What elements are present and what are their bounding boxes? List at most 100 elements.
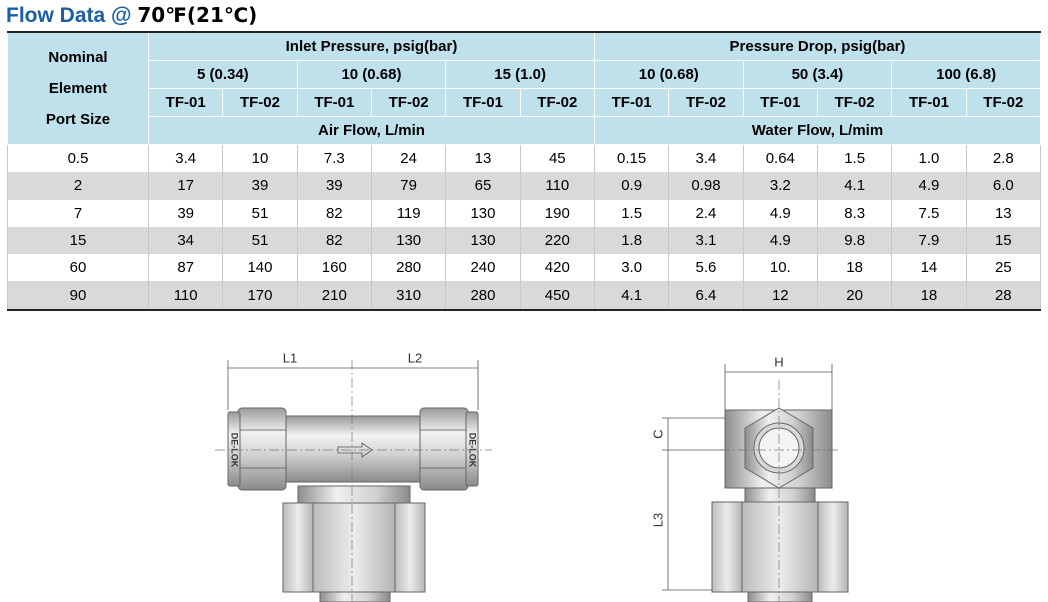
- flow-cell: 4.9: [891, 172, 967, 200]
- tee-body: [284, 415, 423, 483]
- pressure-header: 100 (6.8): [891, 60, 1041, 89]
- flow-cell: 3.4: [668, 144, 744, 173]
- hex-face: [817, 501, 849, 593]
- model-header: TF-02: [668, 88, 744, 117]
- pressure-header: 10 (0.68): [593, 60, 744, 89]
- data-row: 90 110 170 210 310 280 450 4.1 6.4 12 20 18 28: [7, 281, 1042, 311]
- flow-cell: 9.8: [816, 226, 893, 255]
- flow-cell: 34: [147, 226, 224, 255]
- flow-cell: 20: [816, 281, 893, 311]
- flow-cell: 140: [222, 254, 298, 282]
- flow-cell: 130: [370, 226, 447, 255]
- flow-cell: 310: [370, 281, 447, 311]
- flow-cell: 15: [965, 226, 1042, 255]
- pressure-header: 5 (0.34): [148, 60, 298, 89]
- dim-label: C: [650, 429, 665, 438]
- model-header: TF-02: [965, 88, 1042, 117]
- model-header: TF-02: [370, 88, 447, 117]
- flow-cell: 170: [222, 281, 298, 311]
- flow-cell: 220: [519, 226, 595, 255]
- flow-cell: 24: [370, 144, 447, 173]
- flow-cell: 110: [519, 172, 595, 200]
- flow-cell: 2.4: [668, 199, 744, 227]
- flow-cell: 4.1: [593, 281, 670, 311]
- front-view: L1 L2 DE-LOK DE-LOK: [215, 350, 492, 602]
- flow-cell: 14: [891, 254, 967, 282]
- hex-face: [394, 502, 426, 593]
- hex-face: [741, 501, 819, 593]
- flow-cell: 4.9: [742, 226, 818, 255]
- flow-cell: 28: [965, 281, 1042, 311]
- flow-cell: 65: [445, 172, 521, 200]
- flow-cell: 45: [519, 144, 595, 173]
- dim-label: H: [774, 354, 783, 369]
- flow-cell: 1.5: [593, 199, 670, 227]
- collar: [227, 411, 241, 487]
- model-header: TF-01: [296, 88, 372, 117]
- flow-cell: 13: [445, 144, 521, 173]
- model-header: TF-01: [742, 88, 818, 117]
- flow-cell: 82: [296, 226, 372, 255]
- pressure-header: 10 (0.68): [296, 60, 447, 89]
- flow-cell: 10: [222, 144, 298, 173]
- model-header: TF-01: [445, 88, 521, 117]
- side-view: H C L3: [650, 354, 849, 602]
- drawing-group: L1 L2 DE-LOK DE-LOK H C L3: [215, 350, 849, 602]
- hex-face: [282, 502, 314, 593]
- flow-cell: 12: [742, 281, 818, 311]
- data-row: 15 34 51 82 130 130 220 1.8 3.1 4.9 9.8 7.9 15: [7, 226, 1042, 255]
- flow-cell: 280: [445, 281, 521, 311]
- flow-cell: 7.5: [891, 199, 967, 227]
- flow-cell: 5.6: [668, 254, 744, 282]
- pressure-header: 50 (3.4): [742, 60, 893, 89]
- flow-cell: 18: [816, 254, 893, 282]
- corner-line: Port Size: [45, 111, 111, 128]
- flow-cell: 4.9: [742, 199, 818, 227]
- flow-cell: 7.3: [296, 144, 372, 173]
- flow-arrow: [337, 442, 373, 458]
- flow-cell: 1.0: [891, 144, 967, 173]
- flow-cell: 3.4: [147, 144, 224, 173]
- port-size-cell: 2: [7, 172, 149, 200]
- medium-header: Water Flow, L/mim: [593, 116, 1042, 145]
- dim-label: L3: [650, 513, 665, 527]
- flow-cell: 79: [370, 172, 447, 200]
- flow-cell: 18: [891, 281, 967, 311]
- model-header: TF-02: [816, 88, 893, 117]
- flow-cell: 280: [370, 254, 447, 282]
- corner-line: Nominal: [48, 49, 108, 66]
- flow-cell: 3.0: [593, 254, 670, 282]
- header-row: TF-01 TF-02 TF-01 TF-02 TF-01 TF-02 TF-01 TF-02…: [8, 88, 1042, 117]
- hex-face: [711, 501, 743, 593]
- header-row: 5 (0.34) 10 (0.68) 15 (1.0) 10 (0.68) 50 (3.…: [8, 60, 1041, 89]
- flow-cell: 0.15: [593, 144, 670, 173]
- flow-cell: 6.0: [965, 172, 1042, 200]
- model-header: TF-01: [147, 88, 224, 117]
- flow-table: Nominal Element Port Size Inlet Pressure, p…: [7, 31, 1042, 311]
- flow-cell: 13: [965, 199, 1042, 227]
- flow-cell: 8.3: [816, 199, 893, 227]
- flow-cell: 1.5: [816, 144, 893, 173]
- model-header: TF-01: [593, 88, 670, 117]
- flow-cell: 25: [965, 254, 1042, 282]
- flow-cell: 190: [519, 199, 595, 227]
- flow-cell: 39: [147, 199, 224, 227]
- header-row: Air Flow, L/min Water Flow, L/mim: [8, 116, 1042, 145]
- pressure-header: 15 (1.0): [445, 60, 595, 89]
- model-header: TF-01: [891, 88, 967, 117]
- port-size-cell: 90: [7, 281, 149, 311]
- thread: [319, 591, 391, 602]
- corner-header: Nominal Element Port Size: [7, 31, 149, 145]
- group-header: Inlet Pressure, psig(bar): [148, 31, 595, 61]
- nut: [419, 407, 469, 491]
- flow-cell: 1.8: [593, 226, 670, 255]
- flow-cell: 7.9: [891, 226, 967, 255]
- collar: [465, 411, 479, 487]
- flow-cell: 51: [222, 226, 298, 255]
- flow-cell: 17: [147, 172, 224, 200]
- table-body: Nominal Element Port Size Inlet Pressure, p…: [7, 31, 1042, 311]
- flow-cell: 240: [445, 254, 521, 282]
- flow-cell: 119: [370, 199, 447, 227]
- flow-cell: 450: [519, 281, 595, 311]
- flow-cell: 130: [445, 199, 521, 227]
